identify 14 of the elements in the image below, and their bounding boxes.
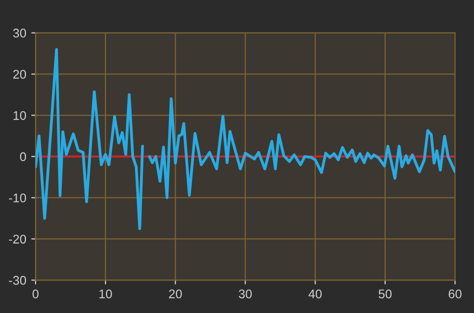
x-tick-label: 20	[169, 289, 182, 298]
x-tick-label: 40	[308, 289, 322, 298]
y-tick-label: -20	[9, 234, 26, 244]
y-tick-label: 30	[13, 28, 26, 38]
y-tick-label: 20	[13, 70, 26, 79]
y-tick-label: -10	[9, 194, 26, 202]
x-tick-label: 0	[32, 289, 39, 298]
x-tick-label: 10	[99, 289, 112, 298]
y-tick-label: 0	[20, 152, 26, 162]
y-tick-label: -30	[9, 276, 26, 285]
x-tick-label: 60	[448, 289, 462, 298]
y-tick-label: 10	[14, 111, 26, 120]
x-tick-label: 50	[378, 289, 392, 298]
x-tick-label: 30	[238, 289, 252, 298]
